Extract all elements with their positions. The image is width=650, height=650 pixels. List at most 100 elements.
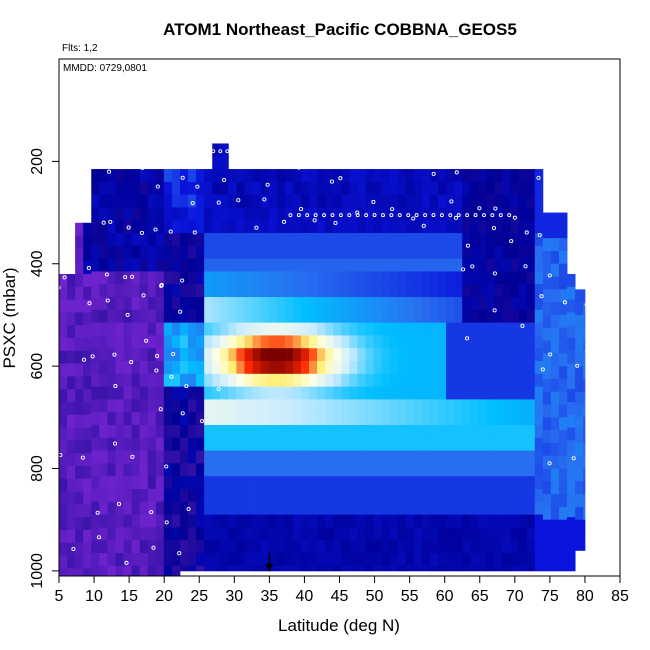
heatmap-cell — [147, 450, 157, 464]
heatmap-cell — [228, 424, 237, 439]
heatmap-cell — [123, 476, 132, 490]
heatmap-cell — [478, 514, 487, 528]
heatmap-cell — [308, 424, 318, 439]
heatmap-cell — [373, 297, 382, 311]
heatmap-cell — [325, 309, 334, 324]
heatmap-cell — [526, 322, 536, 336]
heatmap-cell — [583, 289, 586, 303]
heatmap-cell — [502, 424, 512, 439]
heatmap-cell — [462, 297, 471, 311]
heatmap-cell — [317, 169, 326, 183]
heatmap-cell — [123, 348, 132, 362]
heatmap-cell — [413, 501, 423, 515]
heatmap-cell — [252, 552, 262, 567]
heatmap-cell — [542, 442, 552, 457]
heatmap-cell — [317, 194, 326, 208]
heatmap-cell — [550, 378, 560, 393]
heatmap-cell — [333, 322, 342, 336]
heatmap-cell — [550, 289, 560, 303]
heatmap-cell — [147, 220, 157, 234]
heatmap-cell — [510, 194, 520, 208]
heatmap-cell — [196, 245, 205, 260]
heatmap-cell — [494, 501, 503, 515]
heatmap-cell — [478, 540, 487, 554]
heatmap-cell — [292, 271, 302, 285]
heatmap-cell — [534, 373, 544, 388]
heatmap-cell — [236, 271, 245, 285]
heatmap-cell — [567, 325, 576, 339]
heatmap-cell — [550, 442, 560, 457]
heatmap-cell — [155, 476, 165, 490]
heatmap-cell — [139, 309, 149, 324]
heatmap-cell — [542, 212, 552, 226]
heatmap-cell — [179, 169, 189, 183]
heatmap-cell — [526, 207, 536, 221]
heatmap-cell — [526, 233, 536, 247]
heatmap-cell — [373, 348, 382, 362]
heatmap-cell — [534, 437, 544, 451]
x-tick-label: 70 — [506, 588, 524, 605]
heatmap-cell — [115, 297, 124, 311]
heatmap-cell — [292, 424, 302, 439]
heatmap-cell — [494, 424, 503, 439]
heatmap-cell — [123, 335, 132, 349]
heatmap-cell — [567, 401, 576, 416]
sample-point — [389, 213, 394, 218]
heatmap-cell — [478, 552, 487, 567]
heatmap-cell — [446, 399, 455, 413]
heatmap-cell — [421, 399, 431, 413]
heatmap-cell — [421, 514, 431, 528]
heatmap-cell — [276, 169, 286, 183]
heatmap-cell — [83, 517, 92, 531]
heatmap-cell — [276, 527, 286, 541]
heatmap-cell — [558, 404, 568, 418]
heatmap-cell — [228, 284, 237, 298]
heatmap-cell — [438, 386, 447, 400]
heatmap-cell — [212, 284, 221, 298]
heatmap-cell — [341, 450, 350, 464]
heatmap-cell — [575, 430, 584, 444]
heatmap-cell — [526, 348, 536, 362]
sample-point — [159, 283, 164, 288]
heatmap-cell — [429, 361, 439, 375]
heatmap-cell — [381, 309, 391, 324]
sample-point — [539, 294, 544, 299]
heatmap-cell — [204, 220, 213, 234]
heatmap-cell — [575, 545, 584, 551]
heatmap-cell — [357, 476, 366, 490]
heatmap-cell — [325, 348, 334, 362]
heatmap-cell — [179, 335, 189, 349]
heatmap-cell — [397, 361, 407, 375]
heatmap-cell — [220, 501, 229, 515]
heatmap-cell — [502, 565, 512, 572]
heatmap-cell — [542, 468, 552, 482]
heatmap-cell — [389, 565, 399, 572]
heatmap-cell — [454, 322, 463, 336]
heatmap-cell — [276, 424, 286, 439]
heatmap-cell — [317, 412, 326, 426]
heatmap-cell — [558, 442, 568, 457]
heatmap-cell — [325, 245, 334, 260]
heatmap-cell — [357, 194, 366, 208]
heatmap-cell — [462, 220, 471, 234]
heatmap-cell — [429, 284, 439, 298]
heatmap-cell — [163, 386, 173, 400]
heatmap-cell — [260, 424, 270, 439]
heatmap-cell — [494, 258, 503, 272]
heatmap-cell — [550, 455, 560, 469]
heatmap-cell — [542, 558, 552, 572]
heatmap-cell — [510, 386, 520, 400]
heatmap-cell — [91, 207, 100, 221]
heatmap-cell — [454, 437, 463, 451]
heatmap-cell — [260, 540, 270, 554]
heatmap-cell — [220, 181, 229, 196]
heatmap-cell — [381, 540, 391, 554]
heatmap-cell — [244, 220, 253, 234]
heatmap-cell — [228, 565, 237, 572]
heatmap-cell — [486, 552, 495, 567]
heatmap-cell — [83, 248, 92, 262]
heatmap-cell — [510, 309, 520, 324]
heatmap-cell — [171, 309, 181, 324]
heatmap-cell — [478, 412, 487, 426]
heatmap-cell — [486, 501, 495, 515]
